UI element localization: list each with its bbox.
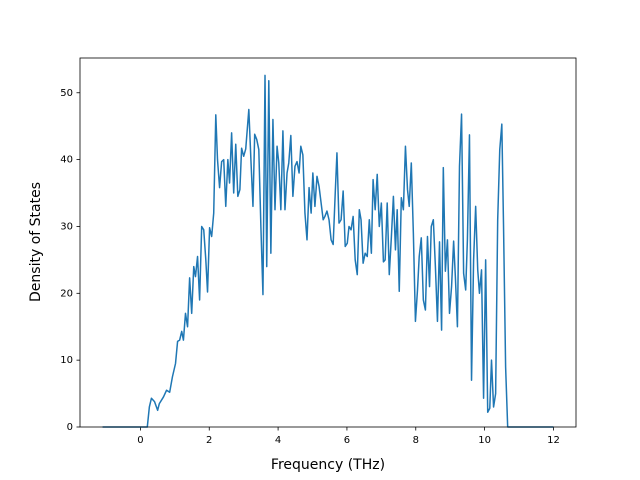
y-axis-label: Density of States	[28, 182, 44, 302]
y-tick-label: 10	[60, 355, 73, 366]
x-axis-label: Frequency (THz)	[271, 457, 385, 473]
x-tick-label: 8	[413, 435, 419, 446]
y-tick-label: 0	[67, 422, 73, 433]
y-tick-label: 40	[60, 155, 73, 166]
line-series	[102, 74, 554, 428]
x-tick-label: 0	[137, 435, 143, 446]
x-tick-label: 6	[344, 435, 350, 446]
y-tick-label: 30	[60, 221, 73, 232]
x-tick-label: 4	[275, 435, 281, 446]
y-tick-label: 20	[60, 288, 73, 299]
plot-frame	[79, 57, 577, 428]
x-tick-label: 12	[547, 435, 560, 446]
y-tick-label: 50	[60, 88, 73, 99]
x-tick-label: 10	[478, 435, 491, 446]
x-tick-label: 2	[206, 435, 212, 446]
